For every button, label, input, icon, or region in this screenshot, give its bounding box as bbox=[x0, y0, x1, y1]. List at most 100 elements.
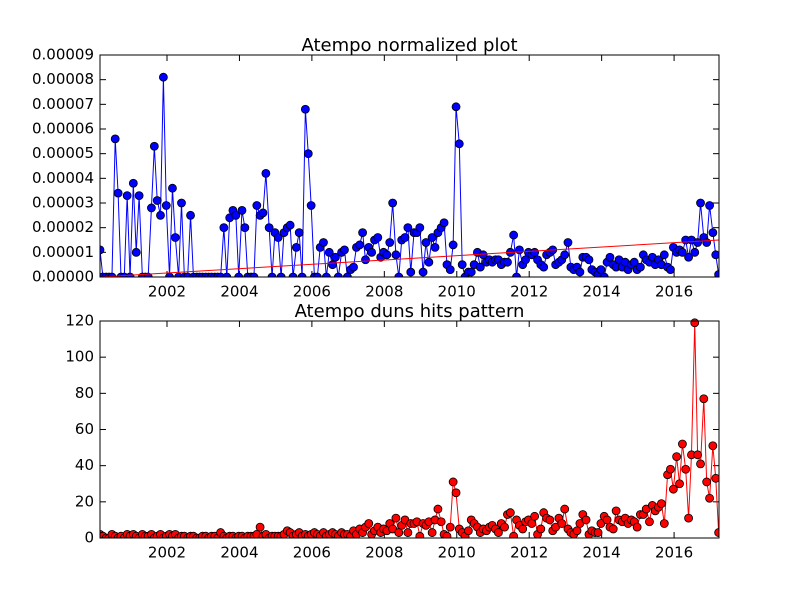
x-tick-label: 2012 bbox=[510, 283, 548, 301]
data-point bbox=[699, 394, 709, 404]
data-point bbox=[421, 238, 431, 247]
data-point bbox=[645, 517, 654, 527]
data-point bbox=[572, 526, 582, 536]
data-point bbox=[231, 210, 241, 220]
data-point bbox=[705, 493, 714, 503]
data-point bbox=[708, 228, 718, 238]
data-point bbox=[509, 531, 519, 538]
x-tick-label: 2008 bbox=[365, 283, 403, 301]
data-point bbox=[312, 272, 322, 277]
data-point bbox=[333, 272, 343, 277]
data-point bbox=[563, 238, 573, 247]
data-point bbox=[134, 191, 144, 201]
data-point bbox=[675, 479, 684, 489]
data-point bbox=[394, 528, 404, 537]
data-point bbox=[261, 168, 271, 178]
data-point bbox=[415, 531, 425, 538]
series-line bbox=[100, 239, 719, 277]
data-point bbox=[454, 139, 464, 149]
y-tick-label: 40 bbox=[75, 456, 94, 474]
data-point bbox=[705, 201, 714, 210]
data-point bbox=[581, 515, 591, 525]
data-point bbox=[273, 233, 283, 242]
data-point bbox=[430, 242, 440, 252]
data-point bbox=[424, 257, 434, 267]
data-point bbox=[457, 260, 467, 270]
data-point bbox=[672, 452, 682, 462]
data-point bbox=[149, 141, 159, 151]
data-point bbox=[131, 247, 141, 257]
data-point bbox=[222, 272, 232, 277]
data-point bbox=[696, 198, 705, 208]
data-point bbox=[678, 439, 687, 449]
data-point bbox=[505, 508, 515, 518]
data-point bbox=[445, 522, 455, 532]
data-point bbox=[668, 484, 678, 494]
data-point bbox=[515, 245, 524, 255]
data-point bbox=[439, 218, 449, 228]
data-point bbox=[355, 240, 365, 250]
data-point bbox=[536, 524, 546, 534]
data-point bbox=[128, 178, 138, 188]
data-point bbox=[300, 104, 310, 114]
data-point bbox=[100, 245, 105, 255]
data-point bbox=[557, 519, 567, 528]
data-point bbox=[418, 267, 428, 277]
data-point bbox=[539, 262, 549, 272]
data-point bbox=[690, 318, 700, 328]
data-point bbox=[321, 272, 331, 277]
x-tick-label: 2016 bbox=[655, 544, 693, 562]
data-point bbox=[285, 220, 295, 230]
x-tick-label: 2002 bbox=[148, 283, 186, 301]
data-point bbox=[403, 528, 413, 537]
y-tick-label: 0.00005 bbox=[32, 144, 94, 162]
x-tick-label: 2014 bbox=[583, 544, 621, 562]
data-point bbox=[382, 250, 392, 260]
data-point bbox=[605, 252, 615, 262]
data-point bbox=[340, 245, 349, 255]
data-point bbox=[629, 257, 639, 267]
data-point bbox=[113, 188, 123, 198]
y-tick-label: 0.00006 bbox=[32, 120, 94, 138]
data-point bbox=[659, 250, 669, 260]
data-point bbox=[388, 198, 398, 208]
data-point bbox=[608, 524, 618, 534]
data-point bbox=[403, 223, 413, 233]
x-tick-label: 2004 bbox=[220, 283, 258, 301]
data-point bbox=[367, 247, 377, 257]
data-point bbox=[636, 262, 645, 272]
data-point bbox=[427, 528, 437, 537]
data-point bbox=[147, 203, 156, 213]
y-tick-label: 0.00008 bbox=[32, 70, 94, 88]
data-point bbox=[530, 247, 540, 257]
data-point bbox=[276, 272, 286, 277]
data-point bbox=[702, 238, 712, 247]
y-tick-label: 120 bbox=[65, 312, 94, 330]
data-point bbox=[406, 267, 416, 277]
data-point bbox=[690, 247, 700, 257]
data-point bbox=[696, 459, 705, 469]
plot-area bbox=[100, 318, 719, 538]
data-point bbox=[237, 205, 247, 215]
data-point bbox=[177, 198, 186, 208]
x-tick-label: 2010 bbox=[438, 283, 476, 301]
data-point bbox=[161, 201, 171, 210]
data-point bbox=[170, 233, 180, 242]
x-tick-label: 2006 bbox=[293, 544, 331, 562]
series-line bbox=[100, 322, 719, 538]
data-point bbox=[451, 488, 461, 498]
data-point bbox=[512, 272, 521, 277]
y-tick-label: 0.00000 bbox=[32, 268, 94, 286]
data-point bbox=[545, 515, 555, 525]
data-point bbox=[500, 522, 509, 532]
data-point bbox=[156, 210, 165, 220]
data-point bbox=[433, 504, 443, 514]
data-point bbox=[711, 473, 719, 483]
data-point bbox=[291, 242, 301, 252]
data-point bbox=[122, 191, 132, 201]
data-point bbox=[521, 255, 530, 265]
data-point bbox=[306, 201, 316, 210]
data-point bbox=[494, 528, 503, 537]
data-point bbox=[331, 252, 340, 262]
